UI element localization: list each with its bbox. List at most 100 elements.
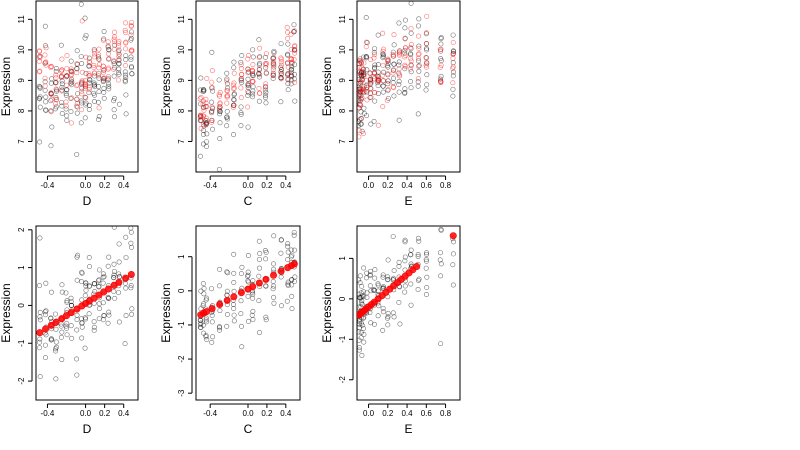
fitted-point xyxy=(52,318,60,326)
data-point xyxy=(105,76,111,82)
data-point xyxy=(408,252,414,258)
data-point xyxy=(106,309,112,315)
data-point xyxy=(391,61,397,67)
data-point xyxy=(96,267,102,273)
data-point xyxy=(423,256,429,262)
data-point xyxy=(256,74,262,80)
data-point xyxy=(358,294,364,300)
data-point xyxy=(231,70,237,76)
data-point xyxy=(357,128,362,134)
data-point xyxy=(375,32,381,38)
x-tick-label: 0.6 xyxy=(421,181,433,190)
data-point xyxy=(203,317,209,323)
data-point xyxy=(416,205,420,209)
data-point xyxy=(450,93,456,99)
data-point xyxy=(129,29,135,35)
x-tick-label: 0.2 xyxy=(382,181,394,190)
data-point xyxy=(209,117,215,123)
data-point xyxy=(438,261,444,267)
data-point xyxy=(111,114,117,120)
data-point xyxy=(402,63,408,69)
data-point xyxy=(111,46,117,52)
data-point xyxy=(380,327,386,333)
data-point xyxy=(36,95,42,101)
data-point xyxy=(96,316,102,322)
data-point xyxy=(200,101,206,107)
data-point xyxy=(230,302,236,308)
data-point xyxy=(391,268,397,274)
data-point xyxy=(96,283,102,289)
data-point xyxy=(438,41,444,47)
data-point xyxy=(390,70,396,76)
data-point xyxy=(402,258,408,264)
data-point xyxy=(217,283,223,289)
fitted-point xyxy=(223,296,231,304)
data-point xyxy=(385,56,391,62)
data-point xyxy=(385,257,391,263)
data-point xyxy=(122,341,128,347)
data-point xyxy=(115,77,121,83)
data-point xyxy=(285,281,291,287)
data-point xyxy=(379,72,385,78)
data-point xyxy=(450,60,456,66)
data-point xyxy=(396,263,402,269)
data-point xyxy=(408,302,414,308)
data-point xyxy=(112,29,118,35)
data-point xyxy=(357,345,362,351)
data-point xyxy=(368,288,374,294)
data-point xyxy=(438,213,442,217)
data-point xyxy=(375,122,381,128)
data-point xyxy=(74,110,80,116)
data-point xyxy=(91,281,97,287)
data-point xyxy=(263,314,269,320)
data-point xyxy=(128,283,134,289)
data-point xyxy=(256,54,262,60)
panel-2: -0.4 0.0 0.2 0.4 C 7 8 9 10 11 Expression xyxy=(159,0,301,208)
data-point xyxy=(217,93,223,99)
data-point xyxy=(203,319,209,325)
panel-3: 0.0 0.2 0.4 0.6 0.8 E 7 8 9 10 11 Expression xyxy=(320,0,461,208)
data-point xyxy=(64,113,70,119)
data-point xyxy=(64,87,70,93)
data-point xyxy=(271,62,277,68)
data-point xyxy=(87,283,93,289)
data-point xyxy=(239,71,245,77)
data-point xyxy=(450,32,456,38)
x-tick-label: -0.4 xyxy=(203,409,217,418)
data-point xyxy=(209,85,215,91)
data-point xyxy=(123,313,129,319)
data-point xyxy=(197,153,203,159)
data-point xyxy=(201,107,207,113)
data-point xyxy=(415,235,421,241)
data-point xyxy=(357,347,362,353)
data-point xyxy=(284,298,290,304)
data-point xyxy=(53,376,59,382)
data-point xyxy=(100,63,106,69)
data-point xyxy=(82,35,88,41)
data-point xyxy=(224,76,230,82)
data-point xyxy=(238,85,244,91)
y-tick-label: 0 xyxy=(338,296,347,301)
data-point xyxy=(53,106,59,112)
data-point xyxy=(68,323,74,329)
data-point xyxy=(129,244,135,250)
data-point xyxy=(105,263,111,269)
data-points xyxy=(197,22,298,172)
data-point xyxy=(111,73,117,79)
data-point xyxy=(292,62,298,68)
data-point xyxy=(74,83,80,89)
y-tick-label: -2 xyxy=(338,376,347,384)
data-point xyxy=(83,316,89,322)
data-point xyxy=(37,345,43,351)
y-tick-label: 11 xyxy=(177,15,186,24)
data-point xyxy=(416,63,422,69)
data-point xyxy=(359,322,365,328)
y-tick-label: 8 xyxy=(177,108,186,113)
data-point xyxy=(289,306,295,312)
data-point xyxy=(364,89,370,95)
data-point xyxy=(238,311,244,317)
data-point xyxy=(278,41,284,47)
data-point xyxy=(37,336,43,342)
data-point xyxy=(100,317,106,323)
data-point xyxy=(292,28,298,34)
